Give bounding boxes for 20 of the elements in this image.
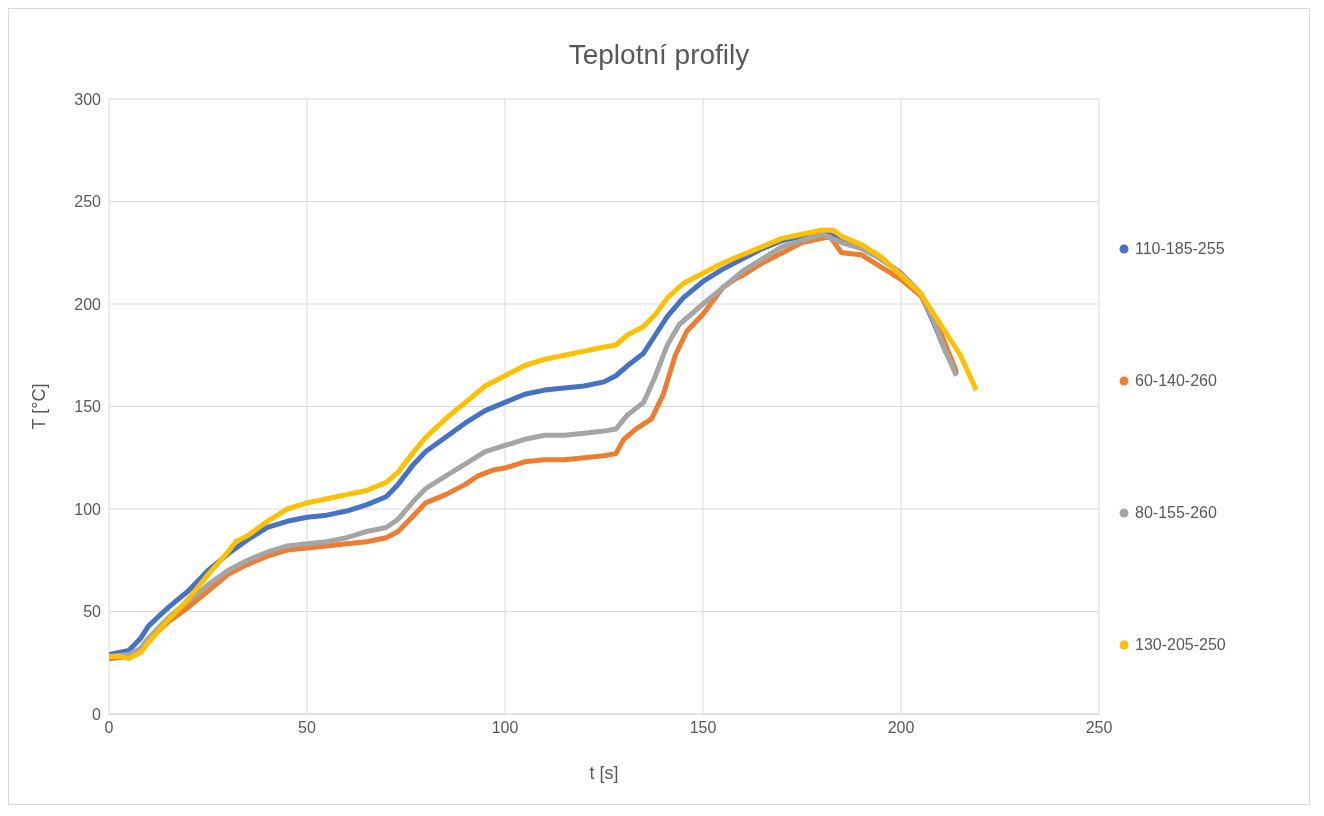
y-axis-title: T [°C] <box>29 383 50 430</box>
y-tick-label: 150 <box>74 398 102 416</box>
x-tick-label: 150 <box>689 719 717 737</box>
legend-label: 60-140-260 <box>1135 370 1217 391</box>
x-axis-title: t [s] <box>589 763 619 783</box>
legend-label: 80-155-260 <box>1135 502 1217 523</box>
legend-label: 110-185-255 <box>1135 238 1225 259</box>
chart-title: Teplotní profily <box>567 38 751 72</box>
x-tick-label: 200 <box>887 719 915 737</box>
y-tick-label: 250 <box>74 193 102 211</box>
x-tick-label: 100 <box>491 719 519 737</box>
y-tick-label: 200 <box>74 295 102 313</box>
x-tick-label: 50 <box>298 719 316 737</box>
y-tick-label: 300 <box>74 90 102 108</box>
y-tick-label: 0 <box>92 705 102 723</box>
legend-label: 130-205-250 <box>1135 634 1226 655</box>
y-tick-label: 50 <box>83 603 102 621</box>
y-tick-label: 100 <box>74 500 102 518</box>
x-tick-label: 0 <box>104 719 114 737</box>
x-tick-label: 250 <box>1085 719 1113 737</box>
